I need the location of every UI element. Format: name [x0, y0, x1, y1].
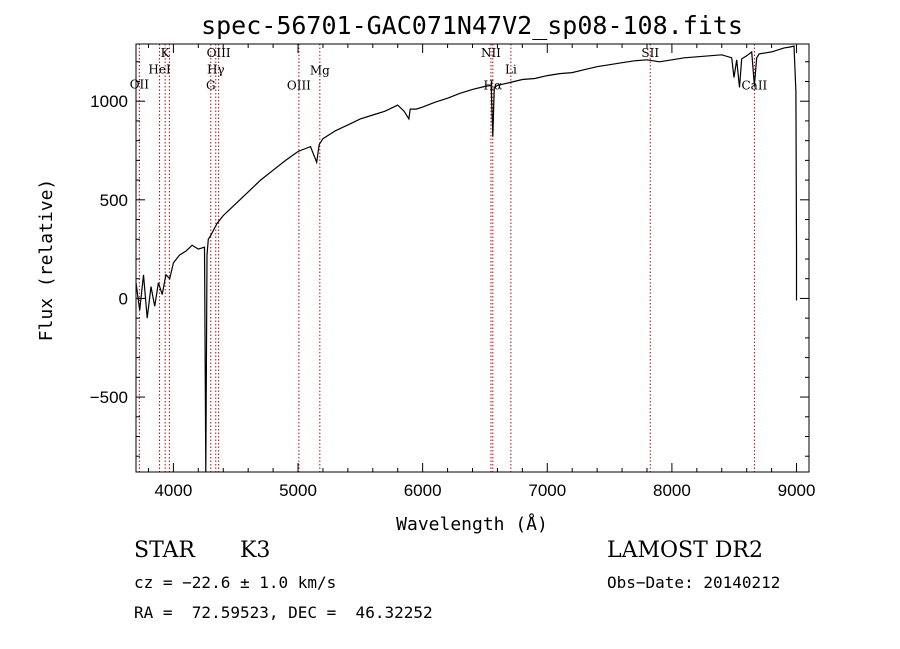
x-tick-label: 6000: [404, 481, 442, 500]
line-label: Mg: [310, 64, 330, 78]
x-tick-label: 8000: [653, 481, 691, 500]
survey-name: LAMOST DR2: [607, 538, 763, 563]
y-tick-label: −500: [90, 388, 128, 407]
redshift-velocity: cz = −22.6 ± 1.0 km/s: [134, 573, 337, 592]
x-tick-label: 7000: [528, 481, 566, 500]
line-label: G: [206, 78, 216, 92]
coordinates: RA = 72.59523, DEC = 46.32252: [134, 603, 433, 622]
plot-frame: [135, 43, 810, 473]
chart-title: spec-56701-GAC071N47V2_sp08-108.fits: [201, 11, 743, 40]
reference-lines: [138, 44, 755, 472]
object-type: STAR: [134, 538, 195, 563]
line-label: OIII: [287, 78, 311, 92]
spectrum-line: [136, 45, 798, 472]
line-label: Hα: [484, 78, 503, 92]
object-subclass: K3: [240, 538, 271, 563]
spectrum-series: [136, 45, 798, 472]
tick-labels: 4000 5000 6000 7000 8000 9000 −500 0 500 1000: [90, 92, 816, 500]
axes: [135, 43, 810, 473]
line-label: K: [161, 46, 171, 60]
line-label: HeI: [148, 63, 171, 77]
x-tick-label: 4000: [154, 481, 192, 500]
y-axis-label: Flux (relative): [36, 179, 57, 342]
line-label: CaII: [741, 78, 767, 92]
line-label: SII: [641, 46, 659, 60]
x-axis-label: Wavelength (Å): [396, 513, 548, 535]
y-tick-label: 0: [119, 289, 128, 308]
x-tick-label: 5000: [279, 481, 317, 500]
line-label: Hγ: [207, 63, 225, 77]
line-label: Li: [505, 63, 517, 77]
line-label: OII: [130, 77, 150, 91]
line-label: NII: [481, 46, 501, 60]
y-tick-label: 500: [100, 191, 128, 210]
y-tick-label: 1000: [90, 92, 128, 111]
x-tick-label: 9000: [778, 481, 816, 500]
line-label: OIII: [207, 46, 231, 60]
observation-date: Obs−Date: 20140212: [607, 573, 781, 592]
